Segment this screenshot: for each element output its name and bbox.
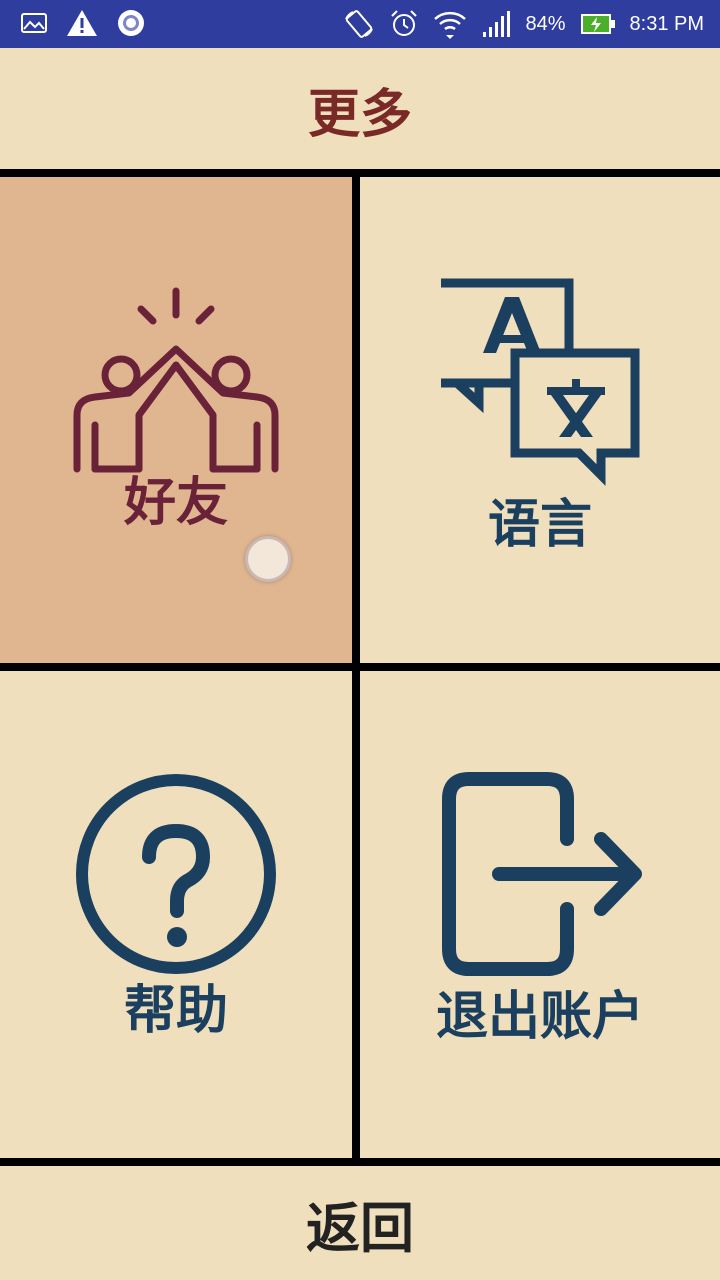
signal-icon bbox=[483, 11, 511, 37]
divider-vertical-lower bbox=[352, 671, 360, 1158]
translate-icon bbox=[441, 278, 640, 486]
divider-top bbox=[0, 169, 720, 177]
tile-logout[interactable]: 退出账户 bbox=[360, 671, 720, 1158]
warning-icon bbox=[67, 10, 97, 36]
tile-logout-label: 退出账户 bbox=[435, 987, 644, 1047]
tile-language[interactable]: 语言 bbox=[360, 177, 720, 663]
page-header: 更多 bbox=[0, 48, 720, 170]
battery-charging-icon bbox=[580, 14, 615, 34]
tile-help[interactable]: 帮助 bbox=[0, 671, 352, 1158]
clock: 8:31 PM bbox=[629, 12, 704, 35]
wifi-icon bbox=[434, 11, 467, 39]
rotate-icon bbox=[345, 10, 374, 38]
page-title: 更多 bbox=[307, 84, 412, 145]
sync-icon bbox=[118, 10, 144, 36]
status-bar: 84% 8:31 PM bbox=[0, 0, 720, 48]
tile-friends[interactable]: 好友 bbox=[0, 177, 352, 663]
logout-icon bbox=[442, 772, 642, 976]
gallery-icon bbox=[21, 13, 47, 33]
back-button-label: 返回 bbox=[306, 1196, 414, 1260]
question-icon bbox=[76, 774, 276, 974]
high-five-icon bbox=[73, 287, 279, 473]
touch-indicator bbox=[245, 536, 291, 582]
divider-bottom bbox=[0, 1158, 720, 1166]
battery-percent: 84% bbox=[525, 12, 566, 35]
alarm-icon bbox=[391, 10, 418, 36]
back-button[interactable]: 返回 bbox=[0, 1166, 720, 1280]
divider-vertical-upper bbox=[352, 177, 360, 663]
tile-help-label: 帮助 bbox=[123, 981, 228, 1041]
divider-middle bbox=[0, 663, 720, 671]
tile-language-label: 语言 bbox=[487, 495, 592, 555]
tile-friends-label: 好友 bbox=[123, 473, 228, 533]
